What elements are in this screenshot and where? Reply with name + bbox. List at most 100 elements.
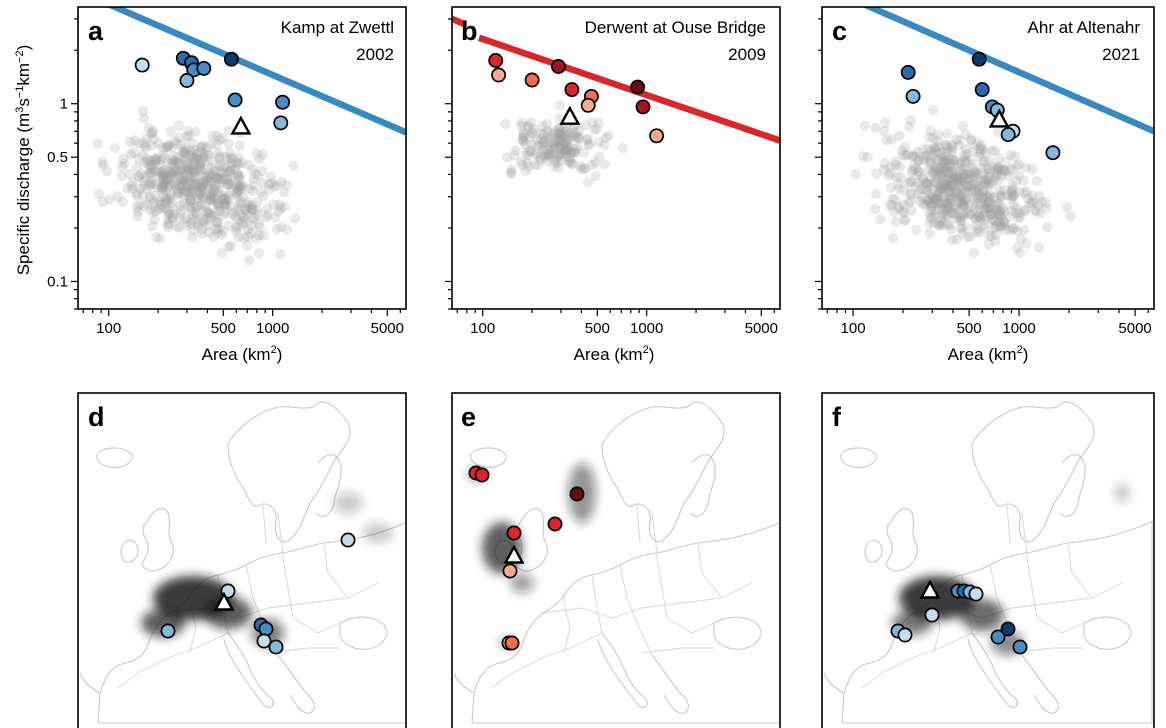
background-point [230,222,241,233]
background-point [1036,197,1047,208]
background-point [178,173,189,185]
background-point [223,241,234,253]
background-point [160,175,172,186]
background-point [941,140,952,151]
background-point [279,201,290,213]
background-point [157,171,169,182]
background-point [156,181,168,193]
background-point [934,181,945,192]
background-point [994,190,1005,201]
background-point [238,191,249,203]
background-point [984,188,995,200]
background-point [151,152,162,164]
panel-f-frame [821,392,1155,728]
country-border [591,574,603,634]
background-point [196,141,207,153]
background-point [221,167,232,178]
background-point [886,134,897,145]
background-point [1061,201,1073,213]
coastline [651,654,689,714]
panel-b-background-points [500,100,629,188]
background-point [179,147,191,159]
background-point [1000,224,1011,235]
background-point [967,171,979,182]
background-point [869,203,881,214]
background-point [203,150,214,161]
panel-c-ticks: 100 500 1000 5000 [815,18,1152,337]
background-point [978,186,989,197]
background-point [923,175,935,187]
background-point [959,195,971,206]
background-point [163,141,174,152]
background-point [173,170,184,181]
background-point [202,171,214,182]
x-tick-label: 1000 [256,320,289,337]
background-point [549,142,560,153]
background-point [569,147,580,159]
background-point [104,194,115,205]
background-point [224,178,235,189]
background-point [529,159,541,170]
background-point [157,177,168,188]
background-point [233,222,244,233]
background-point [168,208,180,220]
background-point [290,213,301,224]
background-point [266,171,277,183]
background-point [180,165,191,176]
background-point [915,183,926,195]
background-point [281,180,292,191]
background-point [201,142,212,153]
background-point [252,205,263,216]
background-point [561,145,572,156]
background-point [935,180,946,192]
background-point [962,148,973,160]
background-point [212,217,223,228]
background-point [173,159,184,170]
background-point [556,132,568,143]
background-point [178,198,190,209]
background-point [941,198,953,209]
background-point [938,179,950,191]
panel-c-background-points [850,105,1076,258]
background-point [927,150,938,162]
background-point [934,184,945,196]
background-point [890,159,902,171]
background-point [166,159,177,170]
background-point [984,177,995,189]
background-point [927,191,938,203]
background-point [516,120,527,132]
map-gauge-point [990,629,1006,645]
gauge-point [564,82,580,98]
background-point [983,155,995,166]
background-point [258,230,269,241]
background-point [515,156,527,167]
background-point [959,152,971,163]
background-point [934,215,946,227]
background-point [557,144,568,155]
background-point [898,199,909,210]
background-point [879,158,891,169]
background-point [958,168,969,180]
background-point [992,165,1004,176]
background-point [573,131,585,143]
x-tick-label: 5000 [1118,320,1151,337]
background-point [167,212,178,224]
background-point [554,100,566,111]
background-point [561,142,573,154]
background-point [204,194,216,206]
background-point [926,200,937,211]
background-point [212,227,223,238]
background-point [522,121,534,132]
background-point [963,173,974,184]
background-point [913,165,924,176]
background-point [555,155,567,166]
background-point [981,199,993,210]
background-point [247,204,259,215]
background-point [895,172,906,183]
background-point [155,167,166,178]
gauge-point [551,59,566,74]
background-point [225,175,236,187]
background-point [567,158,578,169]
background-point [905,176,916,187]
background-point [500,118,511,130]
